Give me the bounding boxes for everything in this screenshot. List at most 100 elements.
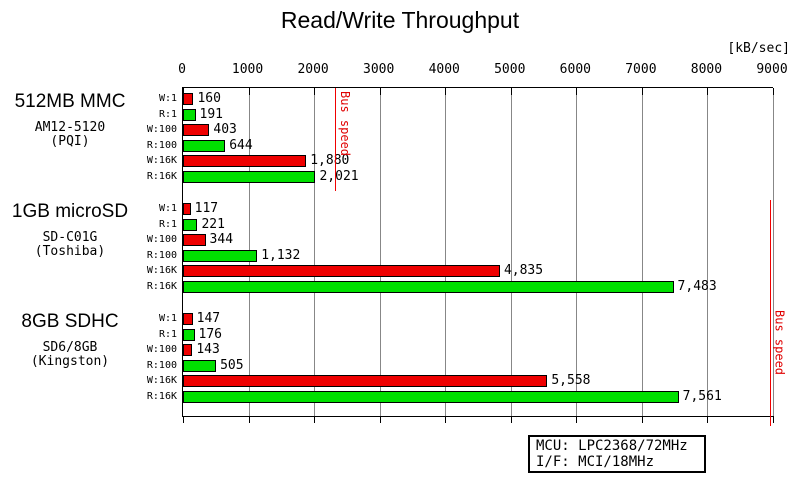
bar-value-label: 5,558 (551, 373, 591, 388)
gridline (314, 88, 316, 416)
bar-row-label: R:1 (158, 218, 177, 230)
axis-tick-mark (445, 88, 447, 95)
axis-tick-label: 1000 (231, 62, 264, 77)
axis-tick-mark (773, 416, 774, 423)
axis-tick-mark (445, 416, 447, 423)
axis-tick-mark (510, 88, 512, 95)
axis-tick-mark (641, 88, 643, 95)
bar-row-label: R:16K (146, 170, 177, 182)
chart-title: Read/Write Throughput (280, 7, 520, 33)
bar-row: 344 (183, 233, 233, 246)
bar-row-label: W:100 (146, 344, 177, 355)
bar-row-label: W:100 (146, 234, 177, 245)
axis-tick-mark (248, 416, 250, 423)
write-bar (183, 155, 307, 167)
bar-value-label: 221 (201, 216, 225, 232)
axis-tick-mark (707, 88, 709, 95)
bar-row: 4,835 (183, 263, 544, 278)
read-bar (183, 359, 217, 372)
axis-tick-label: 2000 (297, 62, 329, 77)
gridline (707, 88, 709, 416)
axis-tick-mark (641, 416, 643, 423)
axis-tick-label: 6000 (559, 62, 591, 77)
group-name: 1GB microSD (11, 201, 129, 222)
gridline (576, 88, 578, 416)
axis-tick-label: 4000 (428, 62, 460, 77)
axis-tick-mark (183, 88, 184, 95)
bar-row-label: R:16K (146, 390, 177, 402)
info-box: MCU: LPC2368/72MHz I/F: MCI/18MHz (528, 435, 706, 473)
bar-row: 221 (183, 216, 225, 232)
bar-value-label: 4,835 (503, 263, 544, 278)
read-bar (183, 280, 674, 293)
write-bar (183, 344, 193, 356)
bar-value-label: 2,021 (319, 168, 359, 184)
bar-row: 7,483 (183, 280, 717, 293)
axis-tick-label: 3000 (363, 62, 395, 77)
bar-row-label: R:100 (146, 359, 177, 371)
bar-row: 505 (183, 357, 244, 373)
axis-tick-mark (248, 88, 250, 95)
bus-speed-label: Bus speed (772, 310, 787, 376)
bar-row-label: W:1 (158, 313, 177, 324)
bar-value-label: 403 (213, 122, 237, 137)
read-bar (183, 390, 679, 403)
gridline (379, 88, 381, 416)
bar-row: 644 (183, 137, 253, 153)
axis-tick-mark (576, 88, 578, 95)
bar-row-label: W:16K (146, 265, 177, 276)
bar-row: 1,132 (183, 247, 301, 263)
bar-row-label: R:16K (146, 280, 177, 292)
axis-tick-mark (379, 88, 381, 95)
write-bar (183, 203, 191, 215)
bar-row: 143 (183, 342, 220, 357)
bar-row-label: W:100 (146, 124, 177, 135)
bar-value-label: 160 (197, 91, 221, 106)
group-name: 512MB MMC (14, 91, 126, 112)
axis-tick-label: 7000 (625, 62, 657, 77)
axis-tick-mark (576, 416, 578, 423)
gridline (641, 88, 643, 416)
bar-row: 2,021 (183, 168, 359, 184)
bar-row-label: W:1 (158, 93, 177, 104)
group-label: 512MB MMC AM12-5120 (PQI) (0, 92, 140, 149)
bar-value-label: 644 (229, 137, 253, 153)
axis-tick-mark (379, 416, 381, 423)
axis-tick-label: 0 (178, 62, 186, 77)
bar-row: 403 (183, 122, 237, 137)
plot-area: W:1 160 R:1 191 W:100 403 R:100 644 W:16K 1,880 R:… (147, 87, 787, 426)
bar-value-label: 1,132 (261, 247, 301, 263)
bar-value-label: 147 (196, 311, 221, 326)
axis-tick-mark (314, 416, 316, 423)
bus-speed-label: Bus speed (338, 91, 353, 157)
gridline (510, 88, 512, 416)
bar-value-label: 143 (196, 342, 220, 357)
read-bar (183, 139, 226, 152)
bar-value-label: 7,561 (682, 388, 722, 404)
bar-row: 5,558 (183, 373, 591, 388)
bar-row-label: R:100 (146, 139, 177, 151)
group-model: SD6/8GB (42, 340, 98, 355)
write-bar (183, 234, 206, 246)
bar-row: 176 (183, 328, 222, 341)
read-bar (183, 218, 198, 231)
bar-row-label: R:100 (146, 249, 177, 261)
group-model: SD-C01G (42, 230, 98, 245)
axis-tick-mark (314, 88, 316, 95)
read-bar (183, 170, 316, 183)
read-bar (183, 108, 196, 121)
bar-value-label: 505 (220, 357, 244, 373)
bar-row: 117 (183, 202, 218, 215)
axis-tick-label: 5000 (494, 62, 526, 77)
group-model: AM12-5120 (34, 120, 106, 135)
axis-tick-mark (510, 416, 512, 423)
axis-tick-mark (183, 416, 184, 423)
write-bar (183, 124, 210, 136)
bar-value-label: 1,880 (310, 153, 350, 168)
axis-tick-label: 8000 (690, 62, 723, 77)
bar-row: 160 (183, 91, 221, 106)
axis-unit-label: [kB/sec] (727, 41, 790, 56)
axis-tick-label: 9000 (756, 62, 788, 77)
bar-row-label: W:1 (158, 203, 177, 214)
